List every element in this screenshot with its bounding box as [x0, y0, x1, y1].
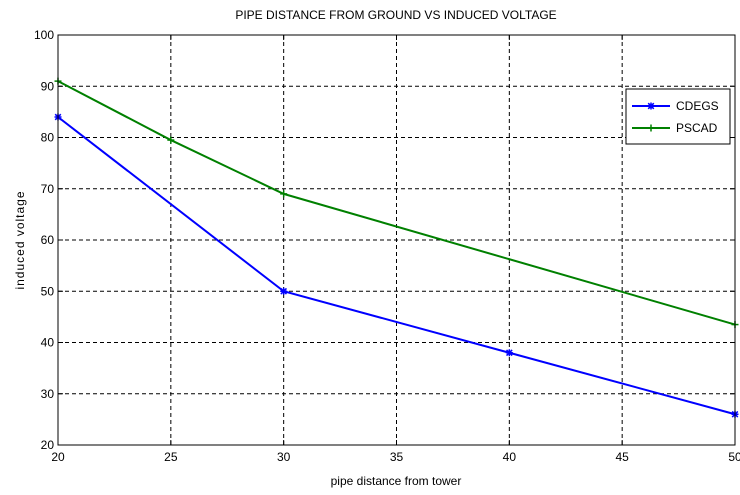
y-axis-label: induced voltage	[13, 190, 27, 289]
y-axis: 20 30 40 50 60 70 80 90 100	[34, 28, 735, 452]
y-tick-label: 30	[41, 387, 55, 401]
x-tick-label: 20	[51, 450, 65, 464]
y-tick-label: 50	[41, 284, 55, 298]
legend-marker-pscad	[647, 124, 655, 132]
x-axis-label: pipe distance from tower	[331, 474, 462, 488]
data-point-pscad	[167, 136, 175, 144]
y-tick-label: 100	[34, 28, 54, 42]
x-tick-label: 25	[164, 450, 178, 464]
x-tick-label: 40	[503, 450, 517, 464]
x-axis: 20 25 30 35 40 45 50	[51, 35, 740, 464]
legend-marker-cdegs	[647, 102, 655, 110]
x-tick-label: 35	[390, 450, 404, 464]
legend-label-pscad: PSCAD	[676, 121, 718, 135]
x-tick-label: 30	[277, 450, 291, 464]
chart-title: PIPE DISTANCE FROM GROUND VS INDUCED VOL…	[235, 8, 556, 22]
data-point-cdegs	[505, 349, 513, 357]
y-tick-label: 90	[41, 79, 55, 93]
y-tick-label: 60	[41, 233, 55, 247]
y-tick-label: 40	[41, 336, 55, 350]
x-tick-label: 50	[728, 450, 740, 464]
x-tick-label: 45	[615, 450, 629, 464]
series-line-pscad	[57, 80, 736, 326]
legend-box	[625, 88, 731, 145]
series-line-cdegs	[57, 116, 736, 416]
data-point-cdegs	[280, 287, 288, 295]
y-tick-label: 20	[41, 438, 55, 452]
legend: CDEGS PSCAD	[625, 88, 731, 145]
y-tick-label: 70	[41, 182, 55, 196]
legend-label-cdegs: CDEGS	[676, 99, 719, 113]
grid	[58, 35, 735, 445]
y-tick-label: 80	[41, 131, 55, 145]
data-point-pscad	[280, 190, 288, 198]
